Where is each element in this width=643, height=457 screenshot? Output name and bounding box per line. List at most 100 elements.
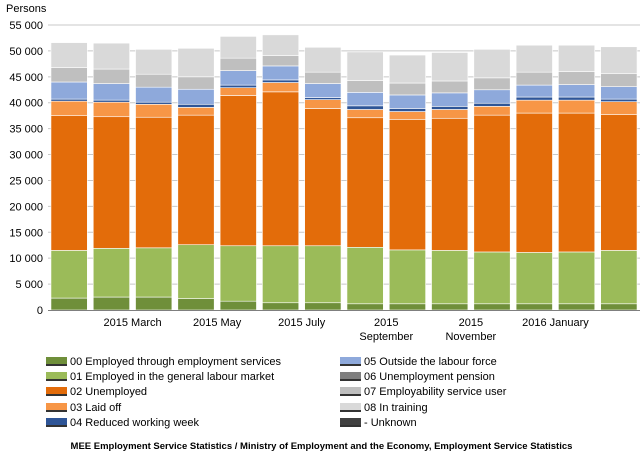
bar-segment (177, 103, 215, 108)
bar-segment (135, 296, 173, 311)
legend-swatch (46, 372, 67, 382)
bar-segment (92, 42, 130, 70)
bar-segment (600, 86, 638, 100)
bar-segment (177, 298, 215, 311)
y-tick-label: 10 000 (9, 253, 43, 265)
bar-segment (50, 250, 88, 299)
bar-segment (346, 303, 384, 311)
bar-segment (219, 36, 257, 59)
legend-item: 02 Unemployed (46, 386, 147, 399)
legend-label: 06 Unemployment pension (364, 371, 495, 384)
x-tick-label: 2015 July (278, 317, 326, 329)
stacked-bar-chart: Persons 0 5 000 10 000 15 000 20 000 25 000 30 … (6, 3, 640, 343)
bar-segment (473, 251, 511, 305)
bar-segment (92, 101, 130, 118)
bar-segment (346, 105, 384, 110)
bar-segment (431, 52, 469, 82)
bar-segment (346, 117, 384, 248)
bar-segment (92, 296, 130, 311)
bar-segment (346, 109, 384, 119)
legend-label: 07 Employability service user (364, 386, 507, 399)
bar-segment (388, 119, 426, 251)
legend-item: 08 In training (340, 402, 428, 415)
bar-segment (262, 34, 300, 56)
bar-segment (304, 83, 342, 98)
bar-segment (262, 302, 300, 311)
legend-item: 00 Employed through employment services (46, 356, 281, 369)
bar-segment (388, 249, 426, 305)
bar-segment (304, 108, 342, 247)
bar-segment (515, 112, 553, 253)
bar-segment (304, 71, 342, 84)
bar-segment (431, 92, 469, 107)
bar-segment (515, 99, 553, 114)
bar-segment (304, 245, 342, 304)
bar-segment (304, 302, 342, 311)
bar-segment (219, 245, 257, 302)
bar-segment (515, 303, 553, 311)
y-axis-title: Persons (6, 3, 47, 15)
legend-label: 08 In training (364, 401, 428, 414)
bar-segment (92, 68, 130, 84)
bar-segment (135, 101, 173, 105)
legend-item: - Unknown (340, 417, 417, 430)
y-tick-label: 50 000 (9, 46, 43, 58)
bar-segment (304, 99, 342, 109)
bar-segment (515, 44, 553, 73)
bar-segment (304, 46, 342, 73)
legend-swatch (340, 402, 361, 412)
bar-segment (219, 57, 257, 71)
bar-segment (135, 86, 173, 103)
y-tick-label: 0 (37, 305, 43, 317)
bar-segment (177, 76, 215, 90)
bar-segment (431, 109, 469, 119)
legend-swatch (340, 417, 361, 427)
bar-segment (219, 84, 257, 89)
bar-segment (558, 96, 596, 101)
bar-segment (558, 99, 596, 114)
legend-label: 04 Reduced working week (70, 416, 200, 429)
bar-segment (50, 100, 88, 116)
x-tick-label: 2015 May (193, 317, 242, 329)
bar-segment (177, 88, 215, 105)
bar-segment (473, 89, 511, 104)
bar-segment (558, 84, 596, 98)
bar-segment (388, 303, 426, 311)
bar-segment (50, 297, 88, 311)
bar-segment (135, 49, 173, 75)
bar-segment (50, 115, 88, 251)
y-tick-label: 20 000 (9, 201, 43, 213)
legend-label: - Unknown (364, 416, 417, 429)
bar-segment (515, 96, 553, 101)
legend-label: 05 Outside the labour force (364, 356, 497, 368)
bar-segment (177, 244, 215, 299)
bar-segment (262, 79, 300, 83)
bar-segment (600, 303, 638, 311)
bar-segment (388, 82, 426, 96)
legend-item: 07 Employability service user (340, 386, 506, 399)
bar-segment (177, 48, 215, 78)
bar-segment (177, 114, 215, 246)
x-tick-label: 2015 March (104, 317, 162, 329)
bar-segment (388, 94, 426, 109)
y-tick-label: 15 000 (9, 227, 43, 239)
bar-segment (262, 65, 300, 81)
bar-segment (92, 248, 130, 298)
x-tick-label: 2015 September (359, 317, 413, 343)
x-tick-label: 2015 November (445, 317, 496, 343)
bar-segment (515, 71, 553, 86)
bar-segment (558, 303, 596, 311)
bar-segment (600, 73, 638, 87)
legend-swatch (340, 372, 361, 382)
bar-segment (346, 51, 384, 81)
bar-segment (50, 81, 88, 100)
bar-segment (262, 55, 300, 67)
bar-segment (388, 54, 426, 84)
legend-swatch (340, 357, 361, 366)
bar-segment (135, 73, 173, 88)
y-tick-label: 25 000 (9, 175, 43, 187)
legend-swatch (46, 387, 67, 397)
legend-swatch (340, 387, 361, 397)
legend-swatch (46, 402, 67, 412)
bar-segment (50, 98, 88, 102)
